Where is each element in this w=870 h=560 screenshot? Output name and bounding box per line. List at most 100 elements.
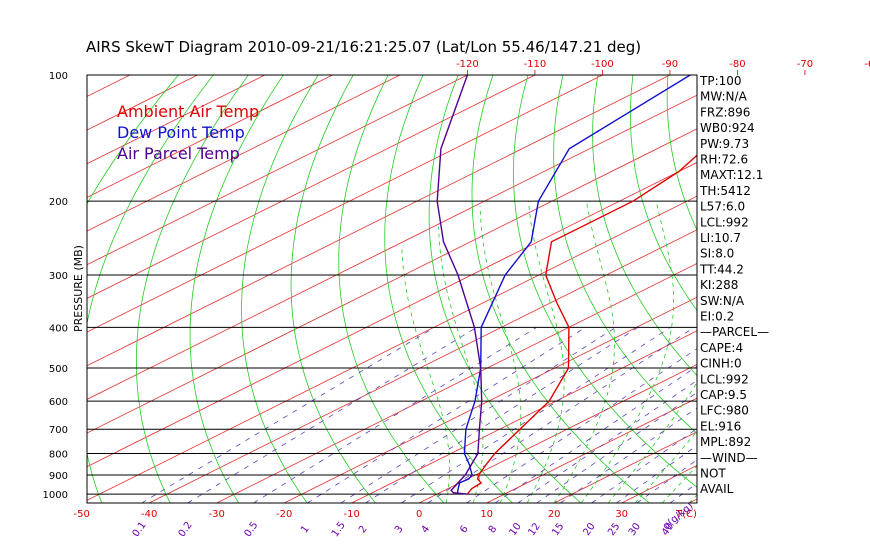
top-temp-ticks: -120-110-100-90-80-70-60-50-40 [456, 59, 870, 75]
bottom-temp-tick-label: -40 [141, 509, 157, 520]
top-temp-tick-label: -80 [729, 59, 745, 70]
mixing-ratio-line [517, 379, 697, 503]
mixing-ratio-label: 4 [420, 524, 433, 536]
isotherm [87, 75, 671, 367]
bottom-temp-ticks: -50 -40 -30 -20 -10 0 10 20 30 T(C) [74, 509, 697, 520]
moist-adiabat [479, 205, 522, 503]
series-line [456, 75, 691, 495]
top-temp-tick-label: -100 [591, 59, 614, 70]
dry-adiabat [428, 75, 582, 503]
series-lines [436, 75, 697, 495]
legend: Ambient Air Temp Dew Point Temp Air Parcel… [117, 102, 259, 163]
mixing-ratio-line [494, 365, 697, 503]
isotherm [216, 263, 697, 503]
moist-adiabat [401, 245, 450, 503]
bottom-temp-tick-label: 30 [615, 509, 628, 520]
mixing-ratio-label: 1 [299, 524, 312, 536]
dry-adiabat [136, 75, 249, 503]
dry-adiabat [471, 75, 650, 503]
stat-line: EI:0.2 [700, 310, 734, 324]
mixing-ratio-line [536, 392, 697, 503]
stat-line: L57:6.0 [700, 200, 745, 214]
dry-adiabat [553, 75, 697, 434]
moist-adiabat [438, 226, 484, 503]
pressure-tick-label: 600 [49, 397, 68, 408]
mixing-ratio-label: 30 [627, 521, 643, 538]
bottom-temp-tick-label: 20 [548, 509, 561, 520]
moist-adiabat [526, 201, 565, 503]
top-temp-tick-label: -60 [864, 59, 870, 70]
mixing-ratio-line [636, 459, 697, 503]
mixing-ratio-label: 8 [487, 524, 500, 536]
stat-line: AVAIL [700, 482, 734, 496]
mixing-ratio-label: 0.1 [131, 520, 149, 539]
stat-line: RH:72.6 [700, 153, 748, 167]
isotherm [87, 162, 697, 468]
dry-adiabat [592, 75, 697, 377]
stat-line: MW:N/A [700, 90, 748, 104]
series-line [466, 154, 697, 495]
isotherm [0, 75, 62, 503]
stat-line: TP:100 [699, 74, 742, 88]
pressure-tick-label: 100 [49, 71, 68, 82]
top-temp-tick-label: -110 [524, 59, 547, 70]
mixing-ratio-line [253, 326, 537, 503]
series-line [436, 75, 483, 495]
mixing-ratio-label: 3 [393, 524, 406, 536]
stat-line: CINH:0 [700, 357, 742, 371]
mixing-ratio-label: 0.2 [177, 520, 195, 539]
isotherm [824, 75, 870, 503]
mixing-ratio-label: 1.5 [330, 520, 348, 539]
stat-line: LCL:992 [700, 215, 749, 229]
dry-adiabat [666, 75, 697, 232]
bottom-temp-tick-label: -30 [209, 509, 225, 520]
stat-line: KI:288 [700, 278, 738, 292]
dry-adiabat [808, 75, 870, 503]
stat-line: SW:N/A [700, 294, 745, 308]
stat-line: TH:5412 [699, 184, 751, 198]
plot-frame [86, 74, 698, 504]
moist-adiabat [580, 201, 674, 503]
mixing-ratio-label: 0.5 [242, 520, 260, 539]
pressure-tick-label: 700 [49, 425, 68, 436]
mixing-ratio-label: 10 [508, 521, 524, 538]
isotherm [351, 330, 697, 503]
top-temp-tick-label: -120 [456, 59, 479, 70]
dry-adiabat [738, 75, 870, 503]
isotherm [87, 75, 333, 198]
mixing-ratio-line [466, 348, 697, 503]
bottom-temp-tick-label: -10 [344, 509, 360, 520]
pressure-tick-label: 300 [49, 271, 68, 282]
stat-line: CAP:9.5 [700, 388, 747, 402]
grid-lines [0, 75, 870, 503]
isotherm [757, 75, 870, 503]
isotherm [87, 195, 697, 501]
isotherm [149, 229, 697, 503]
moist-adiabat [553, 201, 615, 503]
stat-line: WB0:924 [700, 121, 755, 135]
mixing-ratio-label: 20 [581, 521, 597, 538]
isotherm [87, 128, 697, 434]
mixing-ratio-label: 12 [526, 521, 542, 538]
bottom-temp-unit: T(C) [675, 509, 697, 520]
mixing-ratio-label: 25 [606, 521, 622, 538]
dry-adiabat [384, 75, 513, 503]
pressure-tick-label: 400 [49, 323, 68, 334]
mixing-ratio-line [141, 326, 435, 503]
pressure-tick-label: 1000 [43, 490, 68, 501]
dry-adiabat [513, 75, 697, 488]
stat-line: CAPE:4 [700, 341, 743, 355]
stat-line: MAXT:12.1 [700, 168, 763, 182]
pressure-ticks: 100 200 300 400 500 600 700 800 900 1000 [43, 71, 68, 501]
mixing-ratio-line [187, 326, 477, 503]
dry-adiabat [630, 75, 697, 312]
bottom-temp-tick-label: -50 [74, 509, 90, 520]
pressure-tick-label: 500 [49, 364, 68, 375]
chart-title: AIRS SkewT Diagram 2010-09-21/16:21:25.0… [86, 38, 641, 56]
mixing-ratio-label: 6 [458, 524, 471, 536]
isotherm [284, 296, 697, 503]
stat-line: NOT [700, 467, 726, 481]
dry-adiabat [290, 75, 376, 503]
dry-adiabat [189, 75, 284, 503]
